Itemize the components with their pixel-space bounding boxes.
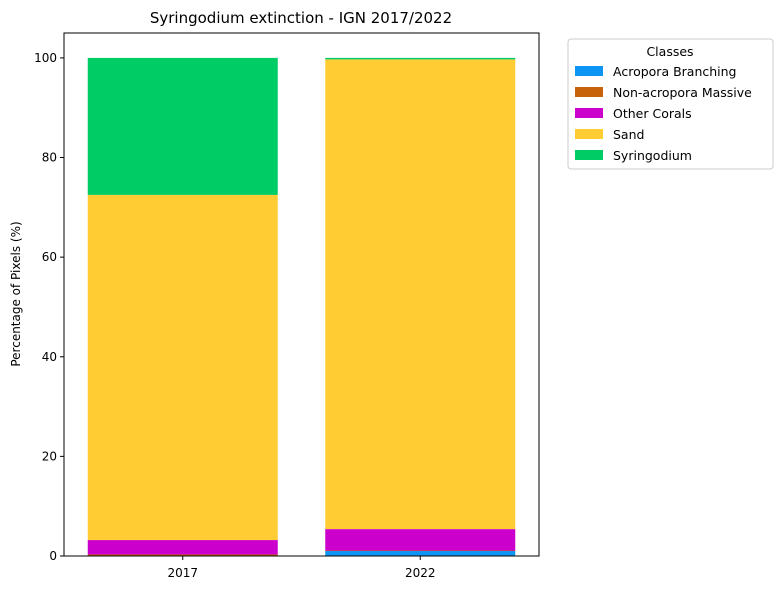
bar-segment-2022-acropora-branching [325,551,516,556]
y-tick-label: 80 [42,151,57,165]
bar-segment-2022-non-acropora-massive [325,550,516,552]
y-axis: 0 20 40 60 80 100 [34,51,64,563]
bar-segment-2022-syringodium [325,57,516,60]
y-tick-label: 100 [34,51,57,65]
x-tick-label: 2022 [405,566,436,580]
legend-swatch [575,129,603,139]
y-tick-label: 40 [42,350,57,364]
x-tick-label: 2017 [167,566,198,580]
legend-label: Non-acropora Massive [613,85,752,100]
plot-area-frame [63,32,540,557]
legend-title: Classes [646,44,693,59]
legend-swatch [575,150,603,160]
x-axis: 2017 2022 [167,556,436,580]
y-tick-label: 20 [42,449,57,463]
y-tick-label: 0 [49,549,57,563]
legend-swatch [575,108,603,118]
legend-label: Syringodium [613,148,692,163]
legend-label: Sand [613,127,644,142]
bars-layer [87,57,516,556]
bar-segment-2017-other-corals [87,540,278,555]
chart-title: Syringodium extinction - IGN 2017/2022 [150,9,452,27]
legend: Classes Acropora Branching Non-acropora M… [567,38,774,170]
bar-segment-2022-sand [325,59,516,530]
bar-segment-2022-other-corals [325,529,516,551]
legend-frame [567,38,774,170]
legend-swatch [575,66,603,76]
y-tick-label: 60 [42,250,57,264]
bar-segment-2017-sand [87,194,278,541]
legend-items: Acropora Branching Non-acropora Massive Ot… [575,64,752,163]
y-axis-label: Percentage of Pixels (%) [9,221,23,366]
legend-label: Other Corals [613,106,692,121]
legend-swatch [575,87,603,97]
legend-label: Acropora Branching [613,64,737,79]
bar-segment-2017-non-acropora-massive [87,554,278,556]
bar-segment-2017-syringodium [87,57,278,195]
